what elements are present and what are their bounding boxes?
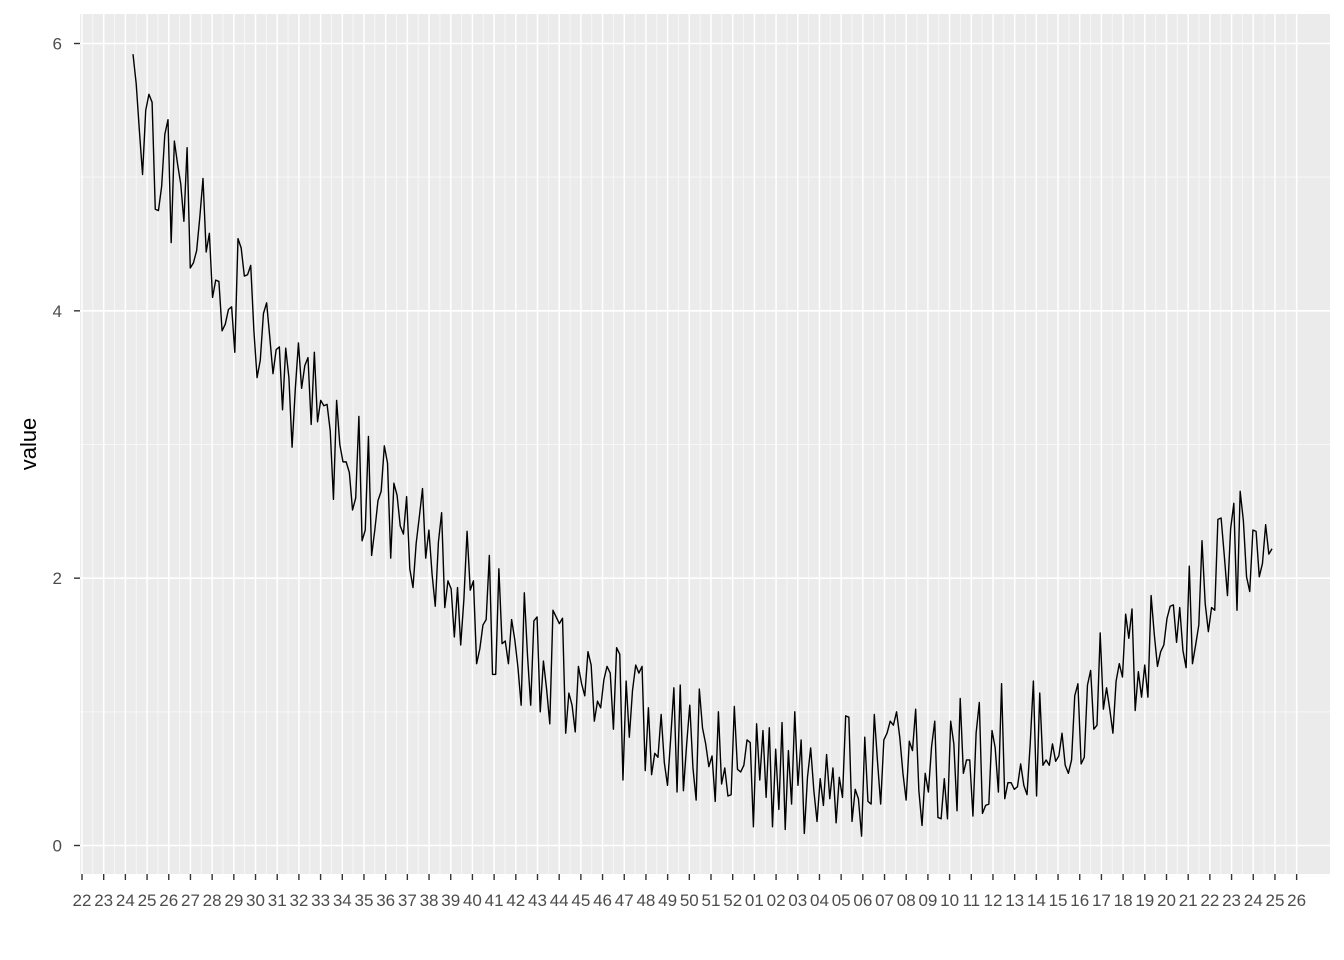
y-axis-title: value <box>16 418 41 471</box>
x-tick-label: 45 <box>571 891 590 910</box>
x-tick-label: 22 <box>73 891 92 910</box>
x-tick-label: 52 <box>723 891 742 910</box>
x-tick-label: 19 <box>1135 891 1154 910</box>
x-tick-label: 25 <box>1265 891 1284 910</box>
x-tick-label: 47 <box>615 891 634 910</box>
x-tick-label: 12 <box>984 891 1003 910</box>
y-axis: 0 2 4 6 <box>53 35 80 856</box>
x-tick-label: 40 <box>463 891 482 910</box>
y-tick-label: 6 <box>53 35 62 54</box>
x-tick-label: 11 <box>962 891 980 910</box>
x-tick-label: 37 <box>398 891 417 910</box>
x-tick-label: 29 <box>224 891 243 910</box>
x-tick-label: 32 <box>289 891 308 910</box>
x-tick-label: 43 <box>528 891 547 910</box>
x-tick-label: 14 <box>1027 891 1046 910</box>
x-tick-label: 04 <box>810 891 829 910</box>
x-tick-label: 49 <box>658 891 677 910</box>
x-tick-label: 34 <box>333 891 352 910</box>
x-tick-label: 02 <box>767 891 786 910</box>
y-tick-label: 0 <box>53 837 62 856</box>
x-tick-label: 42 <box>506 891 525 910</box>
x-tick-label: 23 <box>94 891 113 910</box>
x-axis: 22 23 24 25 26 27 28 29 30 31 32 33 34 35 36 37 38 39 40 41… <box>73 874 1306 910</box>
x-tick-label: 06 <box>853 891 872 910</box>
x-tick-label: 26 <box>1287 891 1306 910</box>
x-tick-label: 17 <box>1092 891 1111 910</box>
x-tick-label: 23 <box>1222 891 1241 910</box>
x-tick-label: 33 <box>311 891 330 910</box>
x-tick-label: 24 <box>1244 891 1263 910</box>
x-tick-label: 26 <box>159 891 178 910</box>
x-tick-label: 21 <box>1179 891 1198 910</box>
x-tick-label: 44 <box>550 891 569 910</box>
x-tick-label: 35 <box>355 891 374 910</box>
y-tick-label: 2 <box>53 569 62 588</box>
x-tick-label: 31 <box>268 891 287 910</box>
x-tick-label: 15 <box>1049 891 1068 910</box>
x-tick-label: 28 <box>203 891 222 910</box>
x-tick-label: 25 <box>138 891 157 910</box>
x-tick-label: 16 <box>1070 891 1089 910</box>
x-tick-label: 13 <box>1005 891 1024 910</box>
minor-gridlines <box>80 14 1330 874</box>
x-tick-label: 36 <box>376 891 395 910</box>
x-tick-label: 10 <box>940 891 959 910</box>
x-tick-label: 41 <box>485 891 504 910</box>
major-gridlines <box>80 14 1330 874</box>
x-tick-label: 27 <box>181 891 200 910</box>
x-tick-label: 22 <box>1200 891 1219 910</box>
x-tick-label: 07 <box>875 891 894 910</box>
x-tick-label: 48 <box>636 891 655 910</box>
x-tick-label: 39 <box>441 891 460 910</box>
x-tick-label: 20 <box>1157 891 1176 910</box>
x-tick-label: 01 <box>745 891 764 910</box>
x-tick-label: 24 <box>116 891 135 910</box>
x-tick-label: 38 <box>420 891 439 910</box>
x-tick-label: 08 <box>897 891 916 910</box>
x-tick-label: 18 <box>1114 891 1133 910</box>
x-tick-label: 09 <box>918 891 937 910</box>
x-tick-label: 30 <box>246 891 265 910</box>
y-tick-label: 4 <box>53 302 62 321</box>
x-tick-label: 50 <box>680 891 699 910</box>
x-tick-label: 05 <box>832 891 851 910</box>
x-tick-label: 46 <box>593 891 612 910</box>
series-line <box>132 54 1273 837</box>
x-tick-label: 03 <box>788 891 807 910</box>
x-tick-label: 51 <box>702 891 721 910</box>
